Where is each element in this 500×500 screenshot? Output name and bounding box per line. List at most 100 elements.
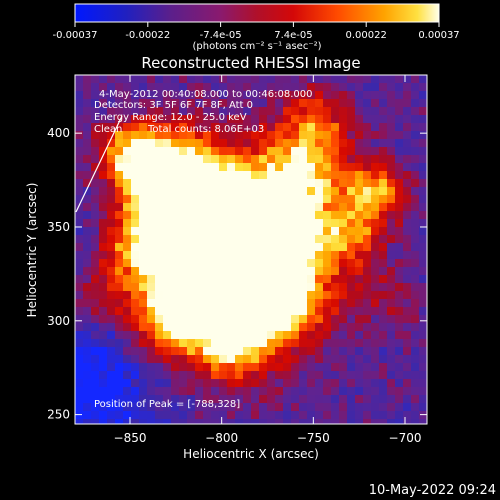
map-pixel bbox=[131, 227, 139, 235]
map-pixel bbox=[83, 347, 91, 355]
map-pixel bbox=[243, 379, 251, 387]
map-pixel bbox=[227, 195, 235, 203]
map-pixel bbox=[163, 259, 171, 267]
map-pixel bbox=[259, 107, 267, 115]
map-pixel bbox=[251, 267, 259, 275]
map-pixel bbox=[419, 139, 427, 147]
map-pixel bbox=[187, 147, 195, 155]
map-pixel bbox=[211, 83, 219, 91]
map-pixel bbox=[139, 387, 147, 395]
map-pixel bbox=[307, 387, 315, 395]
map-pixel bbox=[291, 91, 299, 99]
map-pixel bbox=[203, 243, 211, 251]
map-pixel bbox=[275, 331, 283, 339]
map-pixel bbox=[171, 75, 179, 83]
map-pixel bbox=[267, 243, 275, 251]
map-pixel bbox=[251, 99, 259, 107]
map-pixel bbox=[139, 315, 147, 323]
map-pixel bbox=[267, 131, 275, 139]
map-pixel bbox=[411, 187, 419, 195]
map-pixel bbox=[387, 299, 395, 307]
map-pixel bbox=[347, 267, 355, 275]
map-pixel bbox=[91, 379, 99, 387]
map-pixel bbox=[123, 115, 131, 123]
map-pixel bbox=[259, 355, 267, 363]
map-pixel bbox=[147, 251, 155, 259]
map-pixel bbox=[403, 211, 411, 219]
map-pixel bbox=[347, 227, 355, 235]
map-pixel bbox=[83, 355, 91, 363]
map-pixel bbox=[403, 91, 411, 99]
map-pixel bbox=[283, 75, 291, 83]
map-pixel bbox=[235, 75, 243, 83]
map-pixel bbox=[339, 411, 347, 419]
map-pixel bbox=[355, 275, 363, 283]
map-pixel bbox=[323, 203, 331, 211]
map-pixel bbox=[179, 75, 187, 83]
map-pixel bbox=[227, 419, 235, 424]
map-pixel bbox=[379, 123, 387, 131]
map-pixel bbox=[219, 395, 227, 403]
map-pixel bbox=[107, 171, 115, 179]
map-pixel bbox=[379, 403, 387, 411]
map-pixel bbox=[403, 267, 411, 275]
map-pixel bbox=[339, 235, 347, 243]
map-pixel bbox=[179, 219, 187, 227]
map-pixel bbox=[355, 203, 363, 211]
map-pixel bbox=[171, 315, 179, 323]
map-pixel bbox=[163, 243, 171, 251]
map-pixel bbox=[251, 123, 259, 131]
map-pixel bbox=[235, 163, 243, 171]
map-pixel bbox=[219, 139, 227, 147]
map-pixel bbox=[171, 395, 179, 403]
map-pixel bbox=[315, 123, 323, 131]
map-pixel bbox=[187, 171, 195, 179]
map-pixel bbox=[259, 411, 267, 419]
map-pixel bbox=[171, 139, 179, 147]
map-pixel bbox=[379, 387, 387, 395]
colorbar-gradient bbox=[74, 3, 440, 23]
map-pixel bbox=[171, 187, 179, 195]
map-pixel bbox=[99, 227, 107, 235]
map-pixel bbox=[299, 179, 307, 187]
map-pixel bbox=[235, 275, 243, 283]
map-pixel bbox=[363, 363, 371, 371]
map-pixel bbox=[187, 179, 195, 187]
map-pixel bbox=[131, 235, 139, 243]
map-pixel bbox=[91, 99, 99, 107]
map-pixel bbox=[227, 163, 235, 171]
map-pixel bbox=[171, 107, 179, 115]
map-pixel bbox=[267, 259, 275, 267]
map-pixel bbox=[403, 115, 411, 123]
map-pixel bbox=[75, 291, 83, 299]
map-pixel bbox=[179, 227, 187, 235]
map-pixel bbox=[331, 411, 339, 419]
map-pixel bbox=[179, 243, 187, 251]
map-pixel bbox=[163, 411, 171, 419]
map-pixel bbox=[395, 163, 403, 171]
map-pixel bbox=[211, 267, 219, 275]
map-pixel bbox=[419, 187, 427, 195]
map-pixel bbox=[91, 363, 99, 371]
map-pixel bbox=[179, 339, 187, 347]
map-pixel bbox=[123, 203, 131, 211]
map-pixel bbox=[363, 403, 371, 411]
map-pixel bbox=[387, 291, 395, 299]
map-pixel bbox=[75, 219, 83, 227]
map-pixel bbox=[315, 371, 323, 379]
map-pixel bbox=[347, 235, 355, 243]
map-pixel bbox=[115, 283, 123, 291]
map-pixel bbox=[211, 387, 219, 395]
map-pixel bbox=[331, 203, 339, 211]
map-pixel bbox=[75, 211, 83, 219]
map-pixel bbox=[99, 171, 107, 179]
map-pixel bbox=[403, 131, 411, 139]
map-pixel bbox=[347, 283, 355, 291]
map-pixel bbox=[243, 395, 251, 403]
map-pixel bbox=[419, 123, 427, 131]
map-pixel bbox=[291, 211, 299, 219]
map-pixel bbox=[227, 123, 235, 131]
map-pixel bbox=[339, 275, 347, 283]
map-pixel bbox=[131, 299, 139, 307]
map-pixel bbox=[371, 371, 379, 379]
